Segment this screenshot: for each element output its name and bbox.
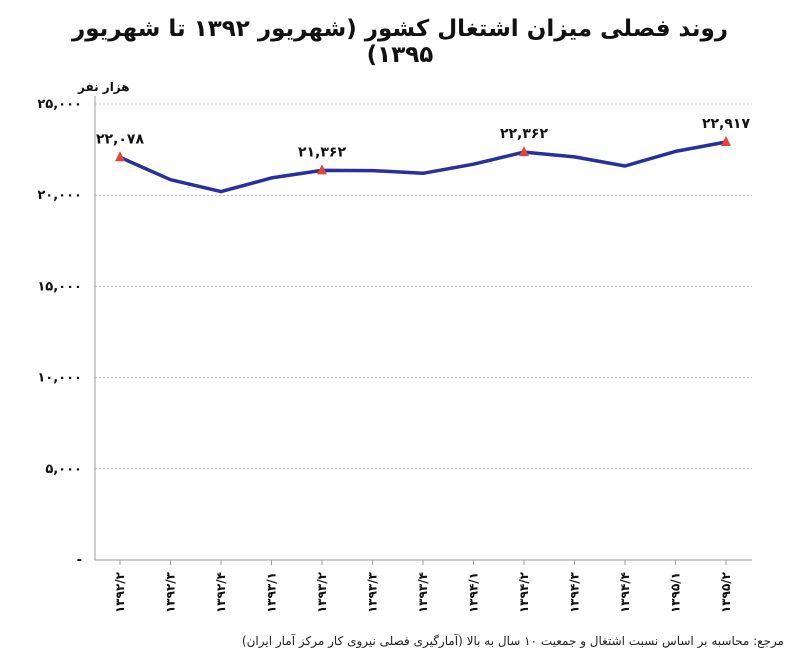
- y-tick-labels: - ۵,۰۰۰ ۱۰,۰۰۰ ۱۵,۰۰۰ ۲۰,۰۰۰ ۲۵,۰۰۰: [37, 97, 82, 568]
- data-point-marker: [721, 135, 731, 146]
- grid-lines: [95, 103, 752, 470]
- y-tick-label: ۱۰,۰۰۰: [37, 371, 82, 386]
- y-unit-label: هزار نفر: [78, 80, 130, 94]
- y-tick-label: ۲۵,۰۰۰: [37, 97, 82, 112]
- y-tick-label: ۱۵,۰۰۰: [37, 279, 82, 294]
- x-tick-label: ۱۳۹۳/۴: [416, 572, 430, 613]
- data-label: ۲۲,۳۶۲: [500, 126, 548, 142]
- markers-group: [115, 135, 731, 175]
- axes: [94, 96, 752, 561]
- x-tick-label: ۱۳۹۴/۴: [618, 572, 632, 613]
- x-tick-label: ۱۳۹۳/۲: [315, 571, 329, 613]
- series-line: [118, 140, 728, 194]
- chart-title: روند فصلی میزان اشتغال کشور (شهریور ۱۳۹۲…: [71, 16, 729, 68]
- x-tick-label: ۱۳۹۳/۱: [265, 572, 279, 613]
- x-tick-labels: ۱۳۹۲/۲ ۱۳۹۲/۳ ۱۳۹۲/۴ ۱۳۹۳/۱ ۱۳۹۳/۲ ۱۳۹۳/۳ ۱۳۹۳…: [113, 560, 733, 613]
- y-tick-label: -: [77, 553, 82, 568]
- y-tick-label: ۲۰,۰۰۰: [37, 188, 82, 203]
- x-tick-label: ۱۳۹۴/۱: [467, 572, 481, 613]
- data-point-marker: [317, 164, 327, 175]
- source-note: مرجع: محاسبه بر اساس نسبت اشتغال و جمعیت…: [241, 634, 784, 648]
- data-label: ۲۲,۹۱۷: [702, 116, 750, 132]
- data-labels-group: ۲۲,۰۷۸ ۲۱,۳۶۲ ۲۲,۳۶۲ ۲۲,۹۱۷: [96, 116, 750, 160]
- y-tick-label: ۵,۰۰۰: [45, 462, 82, 477]
- x-tick-label: ۱۳۹۵/۲: [719, 571, 733, 613]
- x-tick-label: ۱۳۹۳/۳: [366, 571, 380, 613]
- data-label: ۲۱,۳۶۲: [298, 144, 346, 160]
- x-tick-label: ۱۳۹۲/۲: [113, 571, 127, 613]
- x-tick-label: ۱۳۹۲/۴: [214, 572, 228, 613]
- data-point-marker: [115, 151, 125, 162]
- data-label: ۲۲,۰۷۸: [96, 131, 144, 147]
- series-group: [118, 140, 728, 194]
- x-tick-label: ۱۳۹۴/۲: [517, 571, 531, 613]
- x-tick-label: ۱۳۹۵/۱: [669, 572, 683, 613]
- x-tick-label: ۱۳۹۴/۳: [568, 571, 582, 613]
- x-tick-label: ۱۳۹۲/۳: [164, 571, 178, 613]
- data-point-marker: [519, 146, 529, 157]
